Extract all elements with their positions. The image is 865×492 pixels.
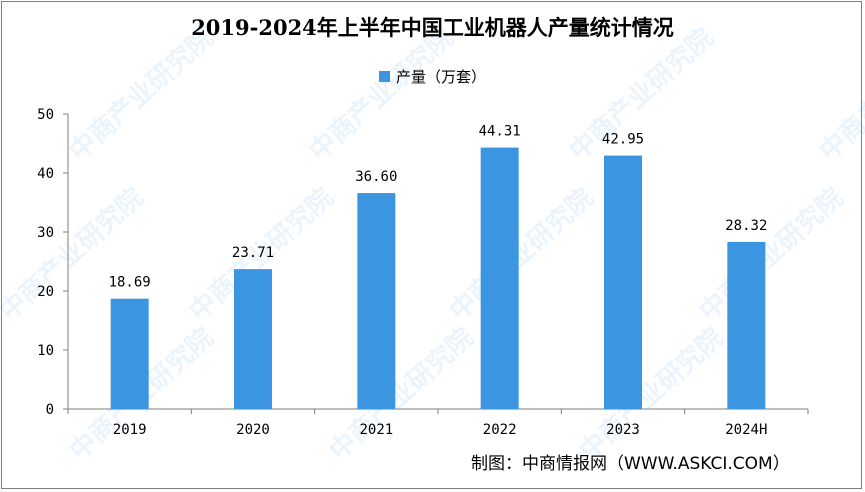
bar [604, 155, 642, 409]
y-tick-label: 40 [37, 166, 54, 182]
bar [727, 241, 766, 409]
source-note: 制图：中商情报网（WWW.ASKCI.COM） [471, 454, 790, 474]
data-label: 23.71 [232, 245, 274, 261]
x-tick-label: 2022 [483, 422, 517, 438]
chart-title: 2019-2024年上半年中国工业机器人产量统计情况 [191, 15, 674, 40]
bar [357, 193, 396, 409]
x-tick-label: 2024H [725, 422, 767, 438]
legend-swatch [378, 71, 390, 82]
data-label: 18.69 [109, 275, 151, 291]
x-tick-label: 2021 [359, 422, 393, 438]
y-tick-label: 0 [46, 402, 54, 418]
y-tick-label: 20 [37, 284, 54, 300]
x-tick-label: 2020 [236, 422, 270, 438]
data-label: 42.95 [602, 132, 644, 148]
bar [234, 269, 272, 409]
data-label: 28.32 [725, 218, 767, 234]
y-tick-label: 30 [37, 225, 54, 241]
bar [480, 147, 519, 410]
bar [110, 298, 149, 409]
legend-label: 产量（万套） [395, 68, 486, 86]
y-tick-label: 50 [37, 107, 54, 123]
data-label: 44.31 [479, 124, 521, 140]
legend: 产量（万套） [0, 66, 865, 87]
x-tick-label: 2019 [113, 422, 147, 438]
x-tick-label: 2023 [606, 422, 640, 438]
y-tick-label: 10 [37, 343, 54, 359]
data-label: 36.60 [355, 169, 397, 185]
